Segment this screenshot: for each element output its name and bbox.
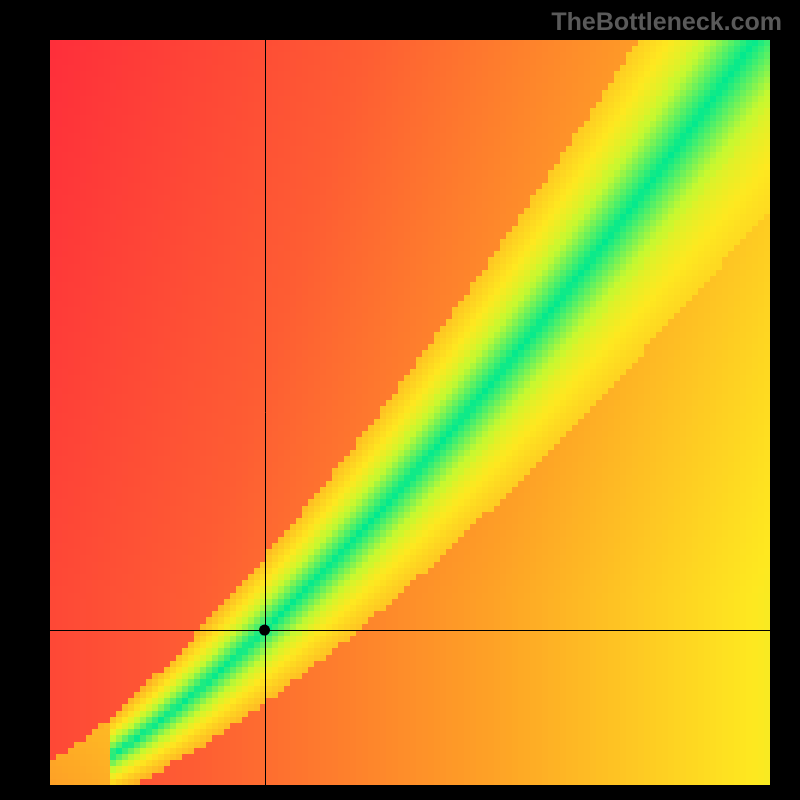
watermark-text: TheBottleneck.com [551,8,782,37]
bottleneck-heatmap [50,40,770,785]
chart-container: { "watermark": { "text": "TheBottleneck.… [0,0,800,800]
